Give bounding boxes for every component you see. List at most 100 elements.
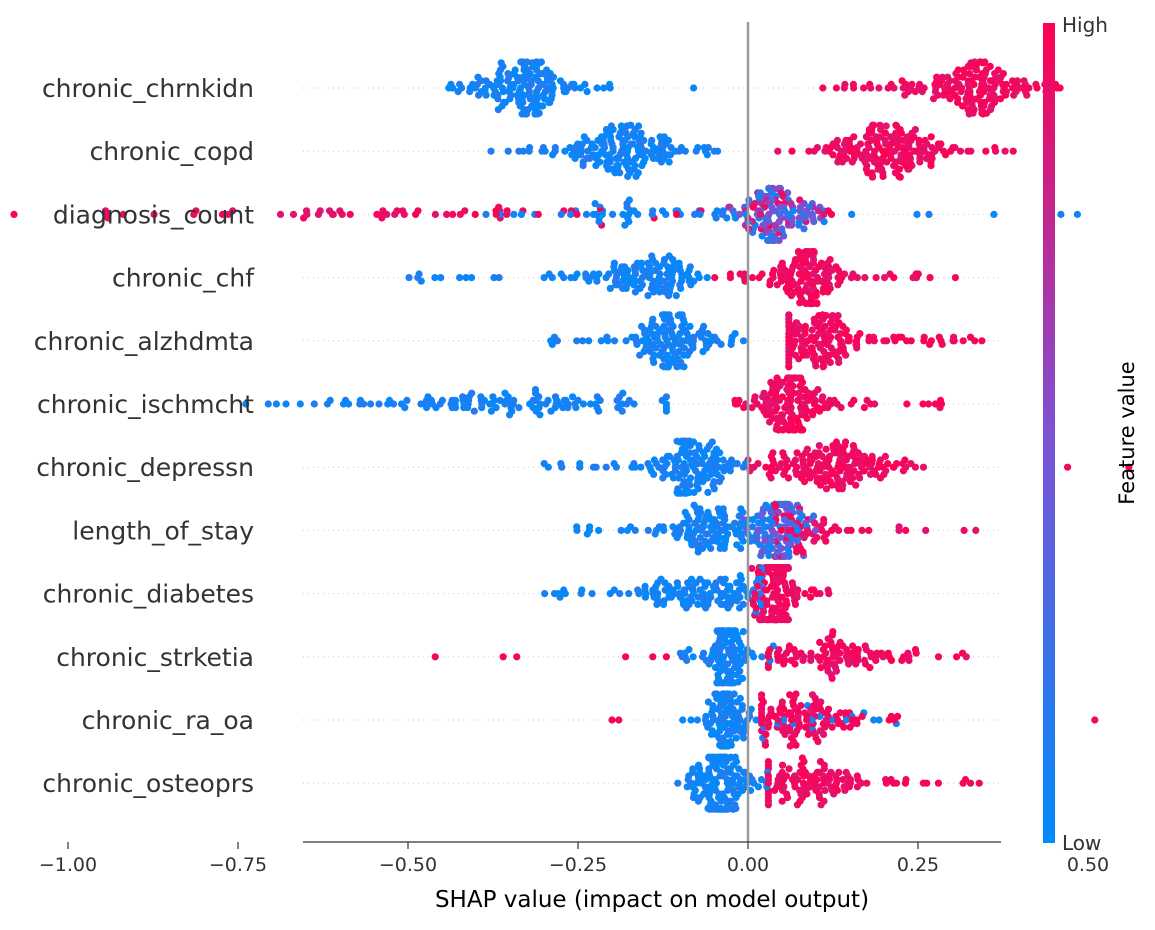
- shap-point: [777, 274, 785, 282]
- shap-point: [544, 463, 552, 471]
- shap-point: [608, 165, 616, 173]
- shap-point: [639, 337, 647, 345]
- shap-point: [606, 284, 614, 292]
- shap-point: [668, 274, 676, 282]
- shap-point: [852, 337, 861, 345]
- shap-point: [872, 274, 880, 282]
- shap-point: [501, 400, 509, 408]
- shap-point: [788, 716, 796, 724]
- shap-point: [378, 210, 387, 218]
- shap-point: [652, 526, 661, 535]
- shap-point: [832, 779, 841, 787]
- shap-point: [934, 653, 943, 661]
- shap-point: [644, 526, 652, 535]
- shap-point: [931, 400, 939, 408]
- shap-point: [927, 337, 936, 345]
- shap-point: [773, 590, 781, 598]
- shap-point: [719, 590, 727, 598]
- shap-point: [623, 400, 631, 408]
- shap-point: [919, 779, 928, 787]
- shap-point: [586, 274, 594, 282]
- shap-point: [838, 274, 846, 282]
- shap-point: [934, 779, 943, 787]
- shap-point: [822, 400, 830, 408]
- shap-point: [748, 274, 757, 282]
- shap-point: [504, 147, 512, 155]
- shap-point: [608, 716, 616, 724]
- shap-point: [690, 590, 698, 598]
- shap-point: [282, 400, 290, 408]
- shap-point: [814, 463, 822, 471]
- shap-point: [488, 400, 496, 408]
- shap-point: [1001, 147, 1009, 155]
- shap-point: [962, 653, 970, 661]
- shap-point: [649, 653, 657, 661]
- shap-point: [820, 765, 828, 773]
- shap-point: [827, 210, 836, 218]
- shap-point: [687, 474, 695, 482]
- shap-point: [840, 84, 848, 92]
- shap-point: [695, 274, 703, 282]
- shap-point: [428, 400, 436, 408]
- shap-point: [900, 653, 908, 661]
- shap-point: [573, 210, 581, 218]
- shap-point: [631, 463, 639, 471]
- shap-point: [704, 488, 712, 496]
- shap-point: [734, 590, 742, 598]
- shap-point: [847, 400, 855, 408]
- shap-point: [560, 84, 568, 92]
- shap-point: [785, 210, 793, 218]
- shap-point: [622, 337, 630, 345]
- shap-point: [466, 84, 474, 92]
- shap-point: [793, 590, 801, 598]
- shap-point: [707, 337, 716, 345]
- shap-point: [784, 274, 792, 282]
- shap-point: [375, 400, 383, 408]
- shap-point: [834, 716, 842, 724]
- shap-point: [373, 210, 381, 218]
- shap-point: [536, 400, 544, 408]
- shap-point: [775, 463, 784, 471]
- shap-point: [871, 147, 879, 155]
- shap-point: [543, 84, 551, 92]
- shap-point: [586, 400, 595, 408]
- shap-point: [506, 400, 515, 408]
- shap-point: [870, 337, 878, 345]
- shap-point: [758, 653, 766, 661]
- shap-point: [701, 147, 710, 155]
- shap-point: [689, 463, 698, 471]
- shap-point: [740, 768, 748, 777]
- shap-point: [902, 526, 910, 535]
- row-guides: [303, 87, 1001, 784]
- shap-point: [811, 526, 820, 535]
- shap-point: [816, 712, 824, 721]
- shap-point: [671, 463, 679, 471]
- shap-point: [660, 597, 668, 605]
- shap-point: [403, 396, 411, 404]
- shap-point: [614, 162, 622, 170]
- shap-point: [880, 337, 888, 345]
- shap-point: [860, 656, 869, 665]
- shap-point: [757, 210, 765, 218]
- shap-point: [727, 738, 735, 746]
- shap-point: [618, 147, 626, 155]
- shap-point: [787, 656, 795, 665]
- shap-point: [296, 400, 304, 408]
- shap-point: [693, 779, 701, 787]
- shap-point: [778, 225, 786, 233]
- shap-point: [10, 210, 18, 218]
- shap-point: [778, 411, 787, 419]
- shap-point: [821, 147, 829, 155]
- shap-point: [919, 400, 927, 408]
- shap-point: [879, 653, 887, 661]
- shap-point: [801, 590, 809, 598]
- shap-point: [729, 779, 737, 787]
- shap-point: [733, 579, 741, 587]
- shap-point: [762, 463, 770, 471]
- shap-point: [612, 274, 621, 282]
- shap-point: [764, 716, 772, 724]
- shap-point: [958, 84, 966, 92]
- feature-label: chronic_strketia: [56, 643, 254, 672]
- shap-point: [539, 102, 547, 110]
- shap-point: [867, 400, 875, 408]
